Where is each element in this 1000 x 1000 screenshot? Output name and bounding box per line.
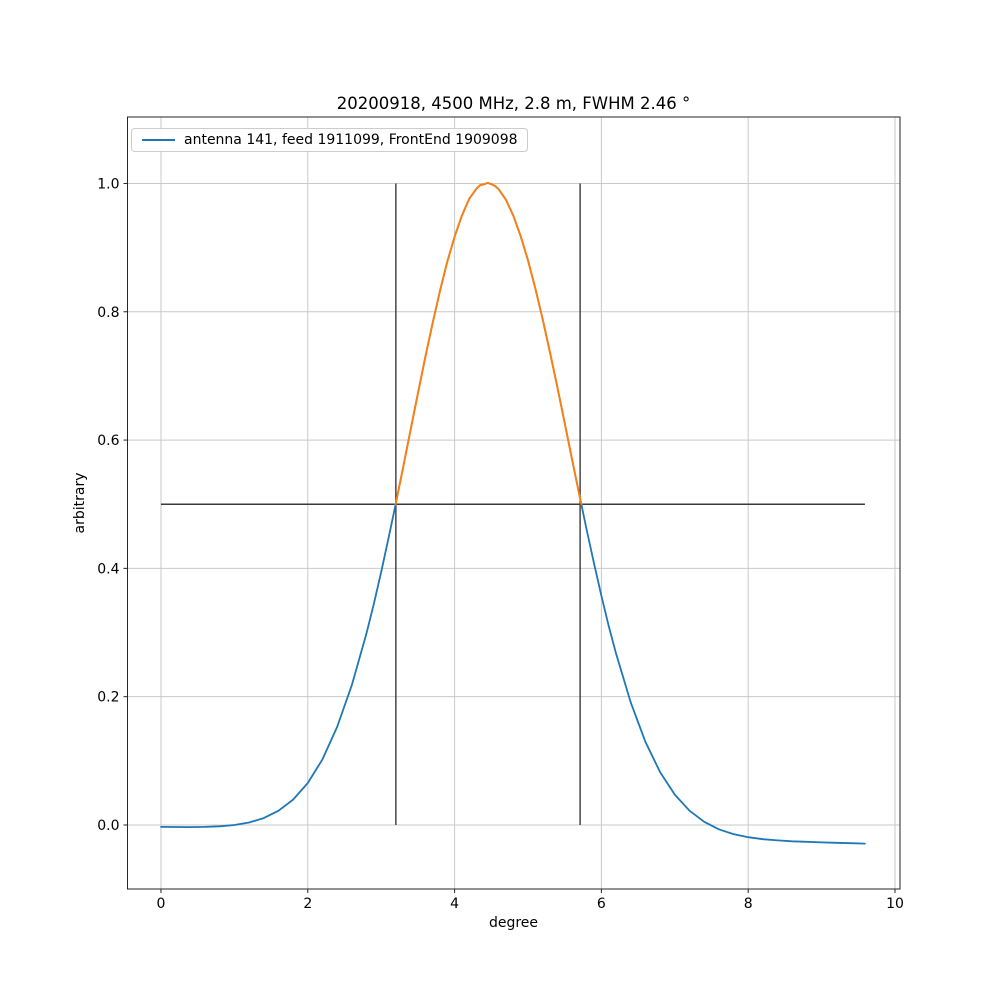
x-axis-label: degree [488, 915, 539, 931]
y-tick-label: 0.2 [97, 690, 119, 706]
y-axis-label: arbitrary [72, 472, 88, 534]
axes-spines [127, 116, 901, 890]
y-tick-label: 0.4 [97, 561, 119, 577]
x-tick-label: 2 [303, 896, 312, 912]
y-tick-label: 0.6 [97, 433, 119, 449]
x-tick-label: 4 [450, 896, 459, 912]
x-tick-label: 0 [157, 896, 166, 912]
y-tick-label: 0.0 [97, 818, 119, 834]
x-tick-label: 8 [744, 896, 753, 912]
y-tick-label: 0.8 [97, 305, 119, 321]
beam-profile-curve [160, 181, 866, 845]
legend-line-sample [142, 139, 175, 141]
above-half-maximum-curve [394, 181, 583, 506]
legend: antenna 141, feed 1911099, FrontEnd 1909… [131, 128, 528, 152]
chart-title: 20200918, 4500 MHz, 2.8 m, FWHM 2.46 ° [336, 94, 691, 113]
x-tick-label: 6 [597, 896, 606, 912]
legend-entry-label: antenna 141, feed 1911099, FrontEnd 1909… [184, 132, 518, 148]
y-tick-label: 1.0 [97, 176, 119, 192]
x-tick-label: 10 [886, 896, 904, 912]
